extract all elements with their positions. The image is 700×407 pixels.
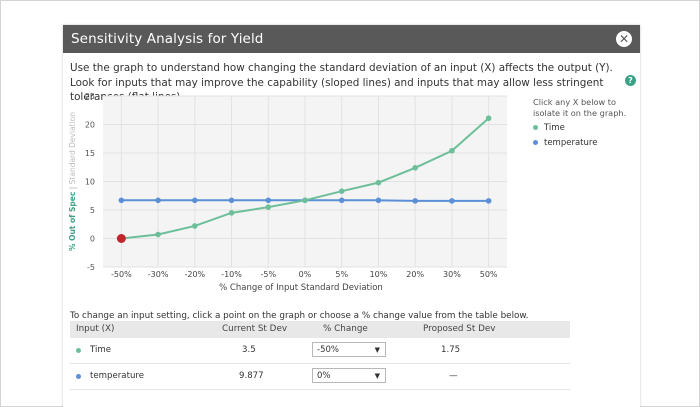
- series-dot: [76, 348, 81, 353]
- header-current: Current St Dev: [222, 324, 288, 334]
- data-point-time[interactable]: [155, 231, 161, 238]
- data-point-time[interactable]: [302, 197, 308, 204]
- data-point-temperature[interactable]: [449, 198, 455, 204]
- data-point-temperature[interactable]: [375, 197, 382, 204]
- table-row: temperature 9.877 0% ▼ —: [70, 364, 570, 390]
- x-tick-label: 0%: [299, 270, 312, 279]
- header-input: Input (X): [76, 324, 115, 334]
- legend-item-temperature[interactable]: temperature: [533, 138, 597, 148]
- table-row: Time 3.5 -50% ▼ 1.75: [70, 338, 570, 364]
- header-change: % Change: [323, 324, 368, 334]
- legend-dot-temperature: [533, 140, 538, 145]
- change-select-time[interactable]: -50% ▼: [312, 342, 386, 357]
- data-point-time[interactable]: [228, 210, 235, 216]
- y-tick-label: 0: [90, 235, 95, 244]
- help-icon[interactable]: ?: [625, 75, 636, 86]
- row-input: Time: [90, 345, 112, 355]
- legend-label-time: Time: [544, 123, 565, 133]
- close-icon[interactable]: ✕: [616, 31, 632, 47]
- legend-dot-time: [533, 125, 538, 130]
- data-point-time[interactable]: [265, 204, 272, 210]
- data-point-temperature[interactable]: [412, 198, 418, 204]
- y-axis-label-part: |: [68, 184, 77, 191]
- data-point-temperature[interactable]: [228, 197, 235, 204]
- data-point-temperature[interactable]: [485, 198, 492, 204]
- y-tick-label: 10: [85, 178, 95, 187]
- data-point-time[interactable]: [375, 179, 382, 186]
- dialog-title: Sensitivity Analysis for Yield: [71, 31, 264, 47]
- y-axis-label: % Out of Spec | Standard Deviation: [68, 112, 77, 251]
- x-tick-label: 10%: [370, 270, 388, 279]
- series-dot: [76, 374, 81, 379]
- table-header: Input (X) Current St Dev % Change Propos…: [70, 321, 570, 338]
- x-tick-label: 50%: [480, 270, 498, 279]
- y-tick-label: -5: [87, 263, 95, 272]
- data-point-temperature[interactable]: [192, 197, 198, 204]
- legend-hint: Click any X below to isolate it on the g…: [533, 97, 627, 118]
- row-current: 9.877: [239, 371, 264, 381]
- table-instruction: To change an input setting, click a poin…: [70, 311, 529, 321]
- change-select-value: -50%: [317, 345, 339, 355]
- row-proposed: 1.75: [441, 345, 461, 355]
- change-select-temperature[interactable]: 0% ▼: [312, 368, 386, 383]
- selected-data-point[interactable]: [116, 234, 126, 243]
- y-tick-label: 20: [85, 121, 95, 130]
- sensitivity-chart: 25 20 15 10 5 0 -5 -50% -30% -20% -10% -5% 0% 5% 10% 20…: [68, 92, 507, 293]
- x-tick-label: 20%: [406, 270, 424, 279]
- x-tick-label: -30%: [148, 270, 169, 279]
- y-axis-label-part: % Out of Spec: [68, 192, 77, 251]
- data-point-time[interactable]: [485, 115, 492, 122]
- x-tick-label: -20%: [184, 270, 205, 279]
- row-current: 3.5: [242, 345, 256, 355]
- header-proposed: Proposed St Dev: [423, 324, 496, 334]
- y-axis-label-part: Standard Deviation: [68, 112, 77, 185]
- input-settings-table: Input (X) Current St Dev % Change Propos…: [70, 321, 570, 390]
- dialog-titlebar: Sensitivity Analysis for Yield ✕: [63, 25, 640, 53]
- data-point-temperature[interactable]: [155, 197, 161, 204]
- sensitivity-dialog: Sensitivity Analysis for Yield ✕ Use the…: [63, 25, 640, 407]
- row-proposed: —: [449, 371, 458, 381]
- x-tick-label: -50%: [111, 270, 132, 279]
- data-point-temperature[interactable]: [118, 197, 125, 204]
- change-select-value: 0%: [317, 371, 331, 381]
- data-point-time[interactable]: [449, 147, 455, 154]
- data-point-temperature[interactable]: [265, 197, 272, 204]
- data-point-time[interactable]: [192, 223, 198, 229]
- legend-label-temperature: temperature: [544, 138, 598, 148]
- dropdown-arrow-icon: ▼: [374, 346, 380, 354]
- dropdown-arrow-icon: ▼: [374, 372, 380, 380]
- y-tick-label: 25: [85, 92, 95, 101]
- y-tick-label: 5: [90, 206, 95, 215]
- x-tick-label: -10%: [221, 270, 242, 279]
- data-point-temperature[interactable]: [338, 197, 345, 204]
- legend-item-time[interactable]: Time: [533, 123, 565, 133]
- data-point-time[interactable]: [412, 165, 418, 171]
- row-input: temperature: [90, 371, 145, 381]
- data-point-time[interactable]: [338, 188, 345, 194]
- x-tick-label: -5%: [260, 270, 276, 279]
- x-tick-label: 5%: [335, 270, 348, 279]
- x-tick-label: 30%: [443, 270, 461, 279]
- y-tick-label: 15: [85, 149, 95, 158]
- x-axis-label: % Change of Input Standard Deviation: [219, 283, 383, 293]
